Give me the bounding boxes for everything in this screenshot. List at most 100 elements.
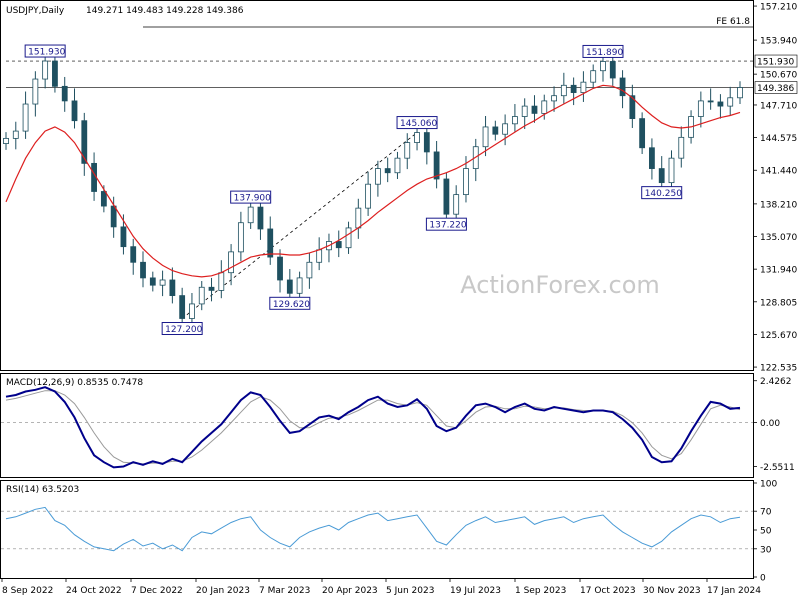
candle-body (316, 249, 323, 263)
y-tick-label: 150.670 (760, 71, 797, 81)
candle-body (463, 168, 469, 196)
candle-body (678, 136, 685, 159)
candle-body (649, 147, 655, 169)
candle-body (629, 95, 636, 120)
candle-body (169, 279, 176, 296)
price-tag: 151.930 (754, 54, 798, 68)
price-tag-box (754, 81, 798, 94)
candle-body (727, 97, 734, 107)
annotation-label: 129.620 (273, 300, 310, 310)
candle-body (335, 241, 342, 249)
candle-body (404, 142, 411, 159)
annotation-box (24, 44, 66, 58)
candle-body (218, 272, 225, 291)
candle-body (247, 206, 254, 224)
candle-body (394, 157, 401, 174)
candle-body (159, 279, 166, 286)
price-annotation: 129.620 (269, 296, 311, 310)
annotation-label: 151.890 (586, 48, 623, 58)
candle-body (3, 137, 9, 144)
macd-y-tick-label: -2.5511 (760, 463, 795, 473)
candle-body (639, 118, 646, 149)
candle-body (71, 100, 78, 122)
axis-layer: 151.930 149.386 157.210 153.940 150.670 147.7… (1, 3, 798, 596)
candle-body (277, 256, 283, 281)
candle-body (267, 228, 274, 258)
candle-body (707, 100, 714, 103)
candle-body (502, 123, 509, 135)
annotation-label: 137.220 (429, 221, 466, 231)
y-tick-label: 135.070 (760, 233, 797, 243)
candle-body (717, 101, 724, 107)
x-tick-label: 20 Jan 2023 (196, 586, 250, 596)
y-tick-label: 131.940 (760, 266, 797, 276)
rsi-title: RSI(14) 63.5203 (6, 485, 79, 495)
annotation-box (161, 322, 203, 336)
candle-body (658, 168, 665, 184)
candle-body (531, 105, 538, 114)
y-tick-label: 157.210 (760, 3, 797, 13)
x-tick-label: 20 Apr 2023 (322, 586, 378, 596)
candle-body (345, 227, 352, 249)
annotation-box (396, 116, 438, 130)
price-panel-frame (0, 0, 754, 371)
price-tag-text: 151.930 (757, 58, 794, 68)
y-tick-label: 122.535 (760, 364, 797, 374)
candle-body (120, 226, 127, 248)
rsi-y-tick-label: 0 (760, 574, 766, 584)
candle-body (697, 100, 704, 117)
candle-body (609, 61, 616, 79)
price-layer: FE 61.8 151.930 127.200 137.900 129.620 145.0… (3, 17, 753, 336)
chart-symbol: USDJPY,Daily (6, 6, 65, 16)
price-tag: 149.386 (754, 81, 798, 94)
x-tick-label: 17 Oct 2023 (580, 586, 636, 596)
x-tick-label: 7 Mar 2023 (259, 586, 310, 596)
level-label: FE 61.8 (716, 17, 750, 27)
y-tick-label: 153.940 (760, 37, 797, 47)
watermark: ActionForex.com (460, 271, 660, 299)
y-tick-label: 128.805 (760, 298, 797, 308)
price-annotation: 137.900 (230, 190, 272, 204)
moving-average-line (5, 84, 741, 278)
candle-body (374, 168, 381, 185)
rsi-layer (1, 506, 753, 552)
x-tick-label: 19 Jul 2023 (450, 586, 501, 596)
x-tick-label: 8 Sep 2022 (2, 586, 53, 596)
candle-body (286, 279, 293, 294)
rsi-line (5, 506, 741, 552)
candle-body (570, 84, 577, 93)
rsi-y-tick-label: 50 (760, 527, 772, 537)
candle-body (384, 168, 391, 174)
candle-body (179, 295, 186, 319)
price-annotation: 137.220 (425, 217, 467, 231)
rsi-y-tick-label: 30 (760, 545, 772, 555)
x-tick-label: 7 Dec 2022 (131, 586, 183, 596)
candle-body (433, 151, 440, 180)
macd-layer (1, 386, 753, 469)
candle-body (12, 130, 19, 139)
candle-body (423, 132, 430, 153)
annotation-box (582, 44, 624, 58)
macd-line (5, 386, 741, 469)
candle-body (414, 132, 420, 143)
price-annotation: 140.250 (641, 186, 683, 200)
candle-body (228, 251, 234, 274)
x-tick-label: 24 Oct 2022 (66, 586, 122, 596)
x-tick-label: 5 Jun 2023 (386, 586, 434, 596)
candle-body (560, 84, 567, 97)
candle-body (257, 206, 264, 230)
annotation-box (269, 296, 311, 310)
price-annotation: 145.060 (396, 116, 438, 130)
candle-body (52, 60, 58, 87)
candle-body (590, 70, 597, 83)
rsi-y-tick-label: 100 (760, 480, 777, 490)
candle-body (61, 85, 68, 102)
candle-body (198, 286, 205, 305)
candle-body (619, 77, 626, 97)
candle-body (189, 303, 195, 319)
annotation-label: 140.250 (645, 189, 682, 199)
candle-body (600, 61, 606, 72)
x-tick-label: 1 Sep 2023 (515, 586, 566, 596)
